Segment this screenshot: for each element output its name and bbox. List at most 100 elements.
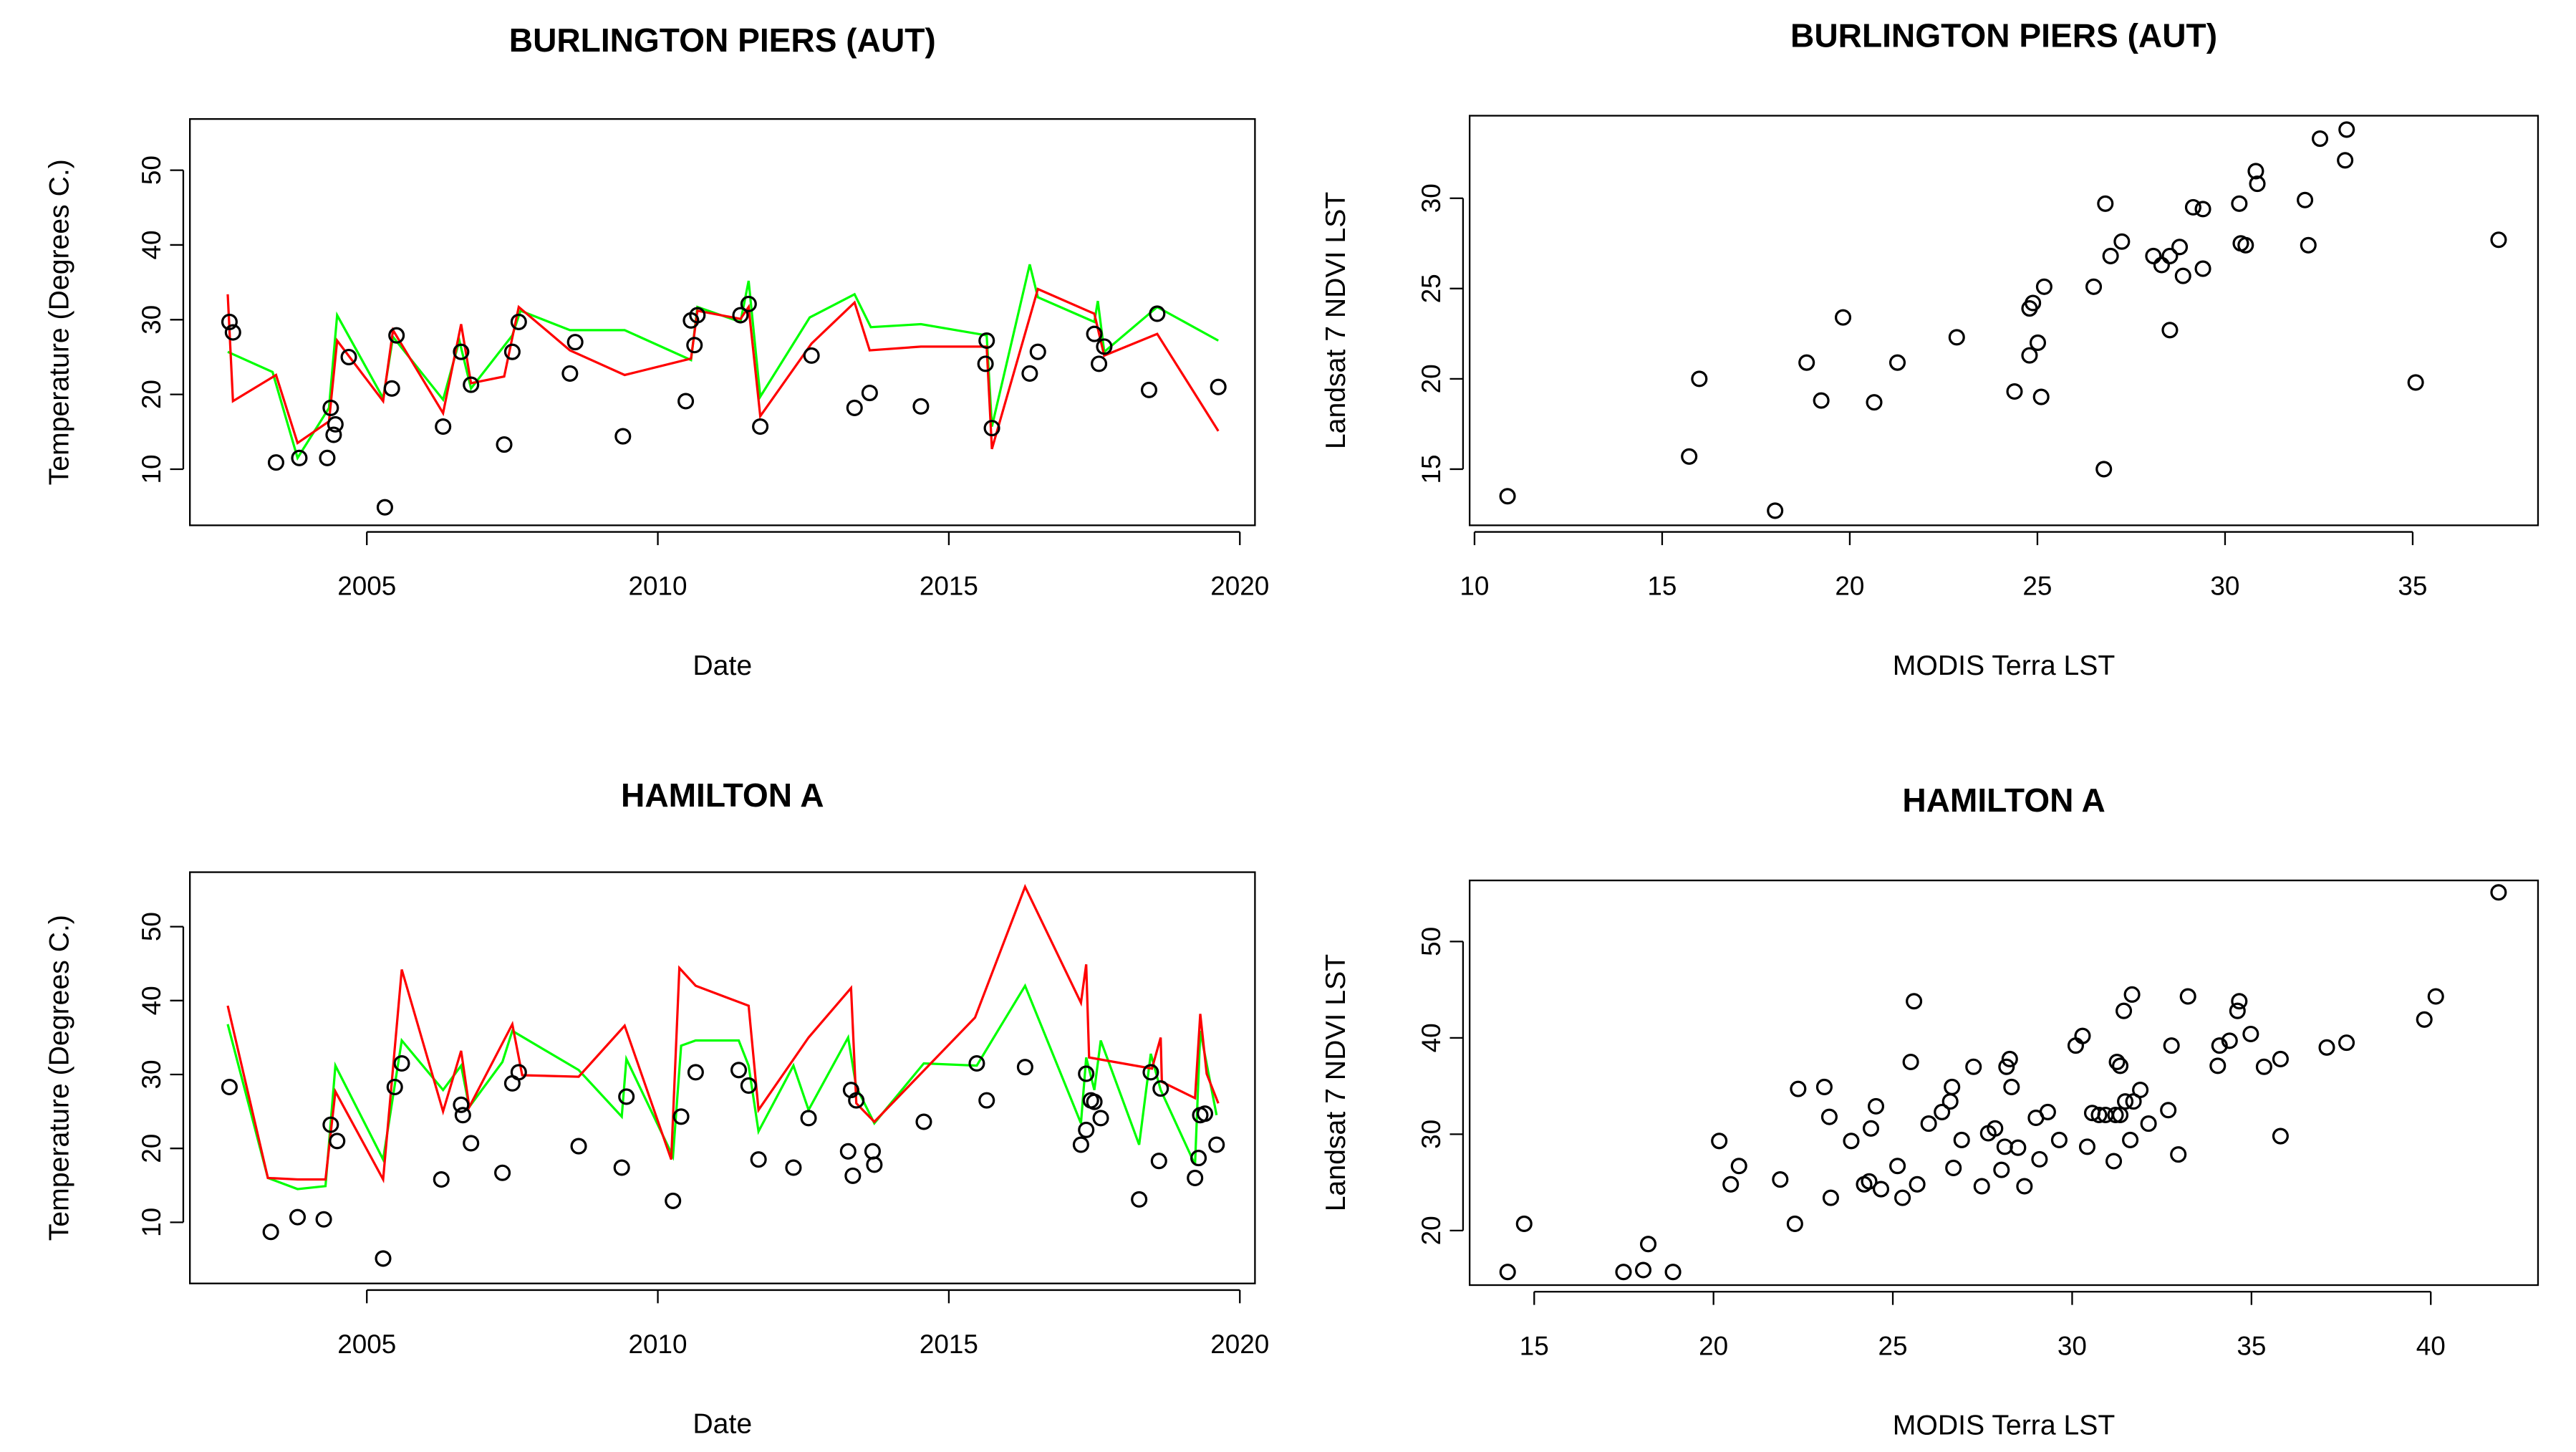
y-tick-label: 15 [1417, 454, 1446, 484]
data-point [570, 1138, 587, 1155]
x-tick-label: 30 [2210, 572, 2239, 601]
data-point [1862, 1120, 1880, 1137]
x-axis-label: MODIS Terra LST [1893, 1410, 2116, 1441]
data-point [2255, 1058, 2272, 1075]
data-point [2163, 1037, 2180, 1054]
data-point [803, 347, 820, 364]
data-point [1945, 1159, 1962, 1176]
data-point [866, 1156, 883, 1173]
data-point [386, 1078, 403, 1096]
data-point [496, 436, 513, 453]
data-point [453, 1096, 470, 1113]
data-point [2095, 461, 2113, 478]
data-point [1187, 1169, 1204, 1186]
x-tick-label: 40 [2416, 1331, 2446, 1360]
plot-box [1468, 879, 2539, 1287]
data-point [1140, 381, 1158, 398]
data-point [730, 1062, 748, 1079]
data-point [2003, 1078, 2020, 1095]
data-point [2194, 260, 2211, 277]
data-point [1866, 394, 1883, 411]
y-tick-label: 20 [1417, 364, 1446, 393]
data-point [1867, 1097, 1885, 1115]
data-point [750, 1151, 767, 1168]
data-point [289, 1208, 307, 1226]
data-point [1790, 1080, 1807, 1097]
data-point [846, 399, 863, 416]
x-tick-label: 25 [1878, 1331, 1908, 1360]
data-point [839, 1143, 857, 1160]
data-point [327, 415, 344, 433]
x-tick-label: 2005 [337, 572, 396, 601]
data-point [1639, 1236, 1657, 1253]
y-axis-label: Temperature (Degrees C.) [44, 915, 75, 1241]
x-tick-label: 2015 [920, 572, 978, 601]
data-point [677, 393, 695, 410]
data-point [1934, 1103, 1951, 1120]
data-point [2108, 1053, 2126, 1071]
data-point [2300, 236, 2317, 254]
data-point [1499, 488, 1516, 505]
data-point [375, 1250, 392, 1267]
data-point [613, 1159, 630, 1176]
y-tick-label: 25 [1417, 274, 1446, 303]
data-point [1834, 309, 1852, 326]
x-tick-label: 2015 [920, 1330, 978, 1359]
data-point [2416, 1011, 2433, 1028]
data-point [2102, 247, 2119, 264]
data-point [2107, 1106, 2124, 1123]
chart-title: BURLINGTON PIERS (AUT) [1790, 16, 2217, 54]
data-point [2179, 988, 2196, 1005]
data-point [1092, 1110, 1109, 1127]
data-point [1861, 1173, 1878, 1190]
data-point [2231, 195, 2248, 212]
data-point [915, 1113, 932, 1130]
data-point [2297, 191, 2314, 208]
data-point [800, 1110, 817, 1127]
data-point [977, 355, 994, 372]
data-point [2318, 1039, 2335, 1056]
data-point [463, 376, 480, 393]
data-point [1820, 1108, 1838, 1125]
data-point [2209, 1057, 2227, 1074]
x-axis-label: MODIS Terra LST [1893, 650, 2116, 681]
y-tick-label: 40 [137, 986, 166, 1015]
data-point [383, 380, 400, 397]
data-point [1499, 1264, 1516, 1281]
data-point [1021, 365, 1038, 382]
data-point [325, 426, 342, 443]
data-point [291, 449, 308, 466]
data-point [2272, 1050, 2289, 1067]
data-point [2031, 1150, 2048, 1168]
data-point [2117, 1093, 2134, 1110]
data-point [785, 1159, 802, 1176]
data-point [433, 1170, 450, 1188]
data-point [687, 1064, 704, 1081]
data-point [2090, 1106, 2108, 1123]
data-point [1711, 1133, 1728, 1150]
data-point [1152, 1080, 1169, 1097]
data-point [2338, 121, 2355, 138]
y-axis-label: Temperature (Degrees C.) [44, 159, 75, 485]
data-point [435, 418, 452, 436]
data-point [388, 327, 405, 344]
y-tick-label: 50 [137, 912, 166, 941]
x-tick-label: 25 [2022, 572, 2052, 601]
data-point [2311, 130, 2329, 148]
data-point [1091, 355, 1108, 372]
data-point [1208, 1136, 1225, 1153]
data-point [1210, 378, 1227, 395]
data-point [2145, 247, 2162, 264]
data-point [2170, 1146, 2187, 1163]
data-point [2074, 1027, 2091, 1044]
data-point [1873, 1181, 1890, 1198]
y-tick-label: 30 [1417, 183, 1446, 213]
data-point [2231, 993, 2248, 1010]
data-point [1822, 1189, 1839, 1206]
data-point [2112, 1057, 2129, 1074]
data-point [614, 428, 632, 445]
x-tick-label: 35 [2237, 1331, 2266, 1360]
data-point [1973, 1178, 1990, 1195]
